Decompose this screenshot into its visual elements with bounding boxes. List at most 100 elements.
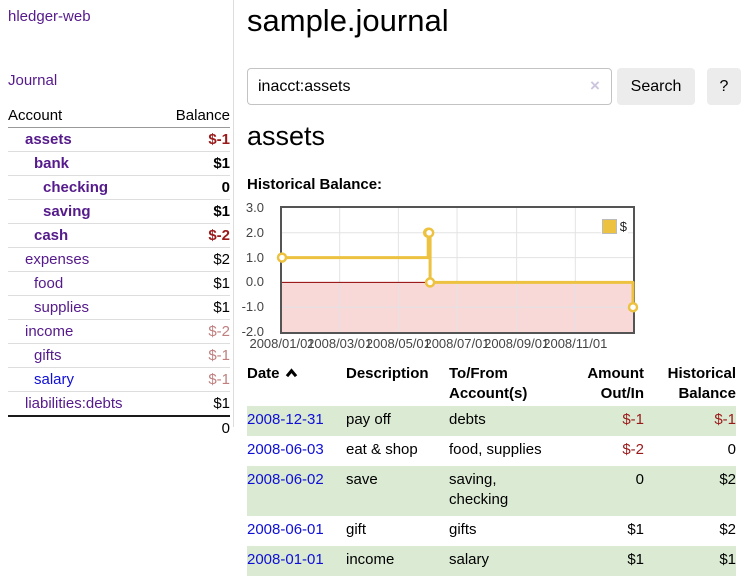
register-header-accounts: To/From Account(s) <box>449 365 528 402</box>
account-row: cash $-2 <box>8 223 230 248</box>
register-amount-cell: $-2 <box>622 441 644 458</box>
account-row: expenses $2 <box>8 247 230 272</box>
accounts-total-spacer <box>8 415 159 440</box>
search-input[interactable] <box>247 68 612 105</box>
accounts-total-row: 0 <box>8 415 230 440</box>
accounts-header-balance: Balance <box>158 104 230 128</box>
register-description-cell: gift <box>346 521 367 538</box>
sidebar-account-link-salary[interactable]: salary <box>34 371 75 388</box>
help-button[interactable]: ? <box>707 68 741 105</box>
account-row: checking 0 <box>8 175 230 200</box>
y-axis-tick-label: 3.0 <box>245 200 264 215</box>
account-row: gifts $-1 <box>8 343 230 368</box>
sort-asc-icon <box>285 364 298 384</box>
accounts-header-account: Account <box>8 104 159 128</box>
register-description-cell: save <box>346 471 378 488</box>
account-name-cell: checking <box>8 175 159 200</box>
register-balance-cell: $1 <box>719 551 736 568</box>
transaction-date-link[interactable]: 2008-06-01 <box>247 521 324 538</box>
sidebar-account-link-checking[interactable]: checking <box>43 179 109 196</box>
account-name-cell: bank <box>8 151 159 176</box>
register-accounts-cell: food, supplies <box>449 441 542 458</box>
y-axis-tick-label: 1.0 <box>245 249 264 265</box>
legend-swatch-icon <box>601 219 617 234</box>
register-balance-cell: $2 <box>719 521 736 538</box>
sidebar-account-link-bank[interactable]: bank <box>34 155 70 172</box>
register-row: 2008-06-03 eat & shop food, supplies $-2 0 <box>247 436 736 466</box>
account-balance: $-1 <box>158 367 230 392</box>
legend-label: $ <box>619 219 627 234</box>
register-balance-cell: $-1 <box>714 411 736 428</box>
sidebar-account-link-cash[interactable]: cash <box>34 227 69 244</box>
register-header-amount: Amount Out/In <box>587 365 644 402</box>
sidebar-account-link-saving[interactable]: saving <box>43 203 91 220</box>
app-title-link[interactable]: hledger-web <box>8 8 91 25</box>
register-balance-cell: $2 <box>719 471 736 488</box>
balance-chart: $ <box>276 206 639 334</box>
y-axis-tick-label: 2.0 <box>245 224 264 240</box>
sidebar-account-link-liabilities-debts[interactable]: liabilities:debts <box>25 395 123 412</box>
x-axis-tick-label: 2008/07/01 <box>424 336 490 351</box>
search-button[interactable]: Search <box>617 68 695 105</box>
register-date-cell: 2008-12-31 <box>247 406 346 436</box>
register-description-cell: income <box>346 551 395 568</box>
x-axis-tick-label: 2008/09/01 <box>484 336 550 351</box>
account-balance: $1 <box>158 391 230 416</box>
transaction-date-link[interactable]: 2008-06-02 <box>247 471 324 488</box>
y-axis-tick-label: -1.0 <box>241 299 264 315</box>
sidebar-account-link-income[interactable]: income <box>25 323 74 340</box>
chart-legend: $ <box>600 219 628 234</box>
account-name-cell: salary <box>8 367 159 392</box>
register-amount-cell: 0 <box>635 471 644 488</box>
account-name-cell: expenses <box>8 247 159 272</box>
account-heading: assets <box>247 121 326 151</box>
register-date-cell: 2008-06-01 <box>247 516 346 546</box>
transaction-date-link[interactable]: 2008-01-01 <box>247 551 324 568</box>
account-name-cell: liabilities:debts <box>8 391 159 416</box>
y-axis-tick-label: 0.0 <box>245 274 264 290</box>
register-header-row: Date Description To/From Account(s) Amou… <box>247 362 736 406</box>
register-accounts-cell: gifts <box>449 521 477 538</box>
account-balance: $1 <box>158 271 230 296</box>
register-amount-cell: $1 <box>627 551 644 568</box>
account-row: supplies $1 <box>8 295 230 320</box>
register-amount-cell: $1 <box>627 521 644 538</box>
chart-canvas <box>276 208 639 332</box>
account-balance: $1 <box>158 295 230 320</box>
accounts-table: Account Balance assets $-1 bank $1 checking 0… <box>8 104 230 440</box>
account-balance: $1 <box>158 199 230 224</box>
sidebar-account-link-assets[interactable]: assets <box>25 131 72 148</box>
clear-search-icon[interactable]: × <box>590 76 600 95</box>
register-accounts-cell: debts <box>449 411 486 428</box>
account-balance: $1 <box>158 151 230 176</box>
page-title: sample.journal <box>247 3 449 38</box>
account-name-cell: food <box>8 271 159 296</box>
register-row: 2008-06-02 save saving, checking 0 $2 <box>247 466 736 516</box>
transaction-date-link[interactable]: 2008-06-03 <box>247 441 324 458</box>
sidebar-account-link-food[interactable]: food <box>34 275 64 292</box>
account-name-cell: saving <box>8 199 159 224</box>
x-axis-tick-label: 2008/01/01 <box>249 336 315 351</box>
accounts-total-value: 0 <box>158 415 230 440</box>
account-balance: $-1 <box>208 131 230 148</box>
account-name-cell: assets <box>8 128 159 152</box>
register-balance-cell: 0 <box>727 441 736 458</box>
register-description-cell: pay off <box>346 411 391 428</box>
account-name-cell: income <box>8 319 159 344</box>
sidebar-account-link-expenses[interactable]: expenses <box>25 251 90 268</box>
sidebar-account-link-supplies[interactable]: supplies <box>34 299 90 316</box>
sidebar-account-link-gifts[interactable]: gifts <box>34 347 62 364</box>
account-balance: $2 <box>158 247 230 272</box>
sidebar-item-journal[interactable]: Journal <box>8 72 58 89</box>
sidebar: hledger-web Journal Account Balance asse… <box>0 0 234 440</box>
register-amount-cell: $-1 <box>622 411 644 428</box>
register-table: Date Description To/From Account(s) Amou… <box>247 362 736 576</box>
account-balance: 0 <box>158 175 230 200</box>
transaction-date-link[interactable]: 2008-12-31 <box>247 411 324 428</box>
account-name-cell: cash <box>8 223 159 248</box>
register-header-date[interactable]: Date <box>247 362 346 406</box>
account-name-cell: supplies <box>8 295 159 320</box>
account-balance: $-1 <box>158 343 230 368</box>
account-name-cell: gifts <box>8 343 159 368</box>
